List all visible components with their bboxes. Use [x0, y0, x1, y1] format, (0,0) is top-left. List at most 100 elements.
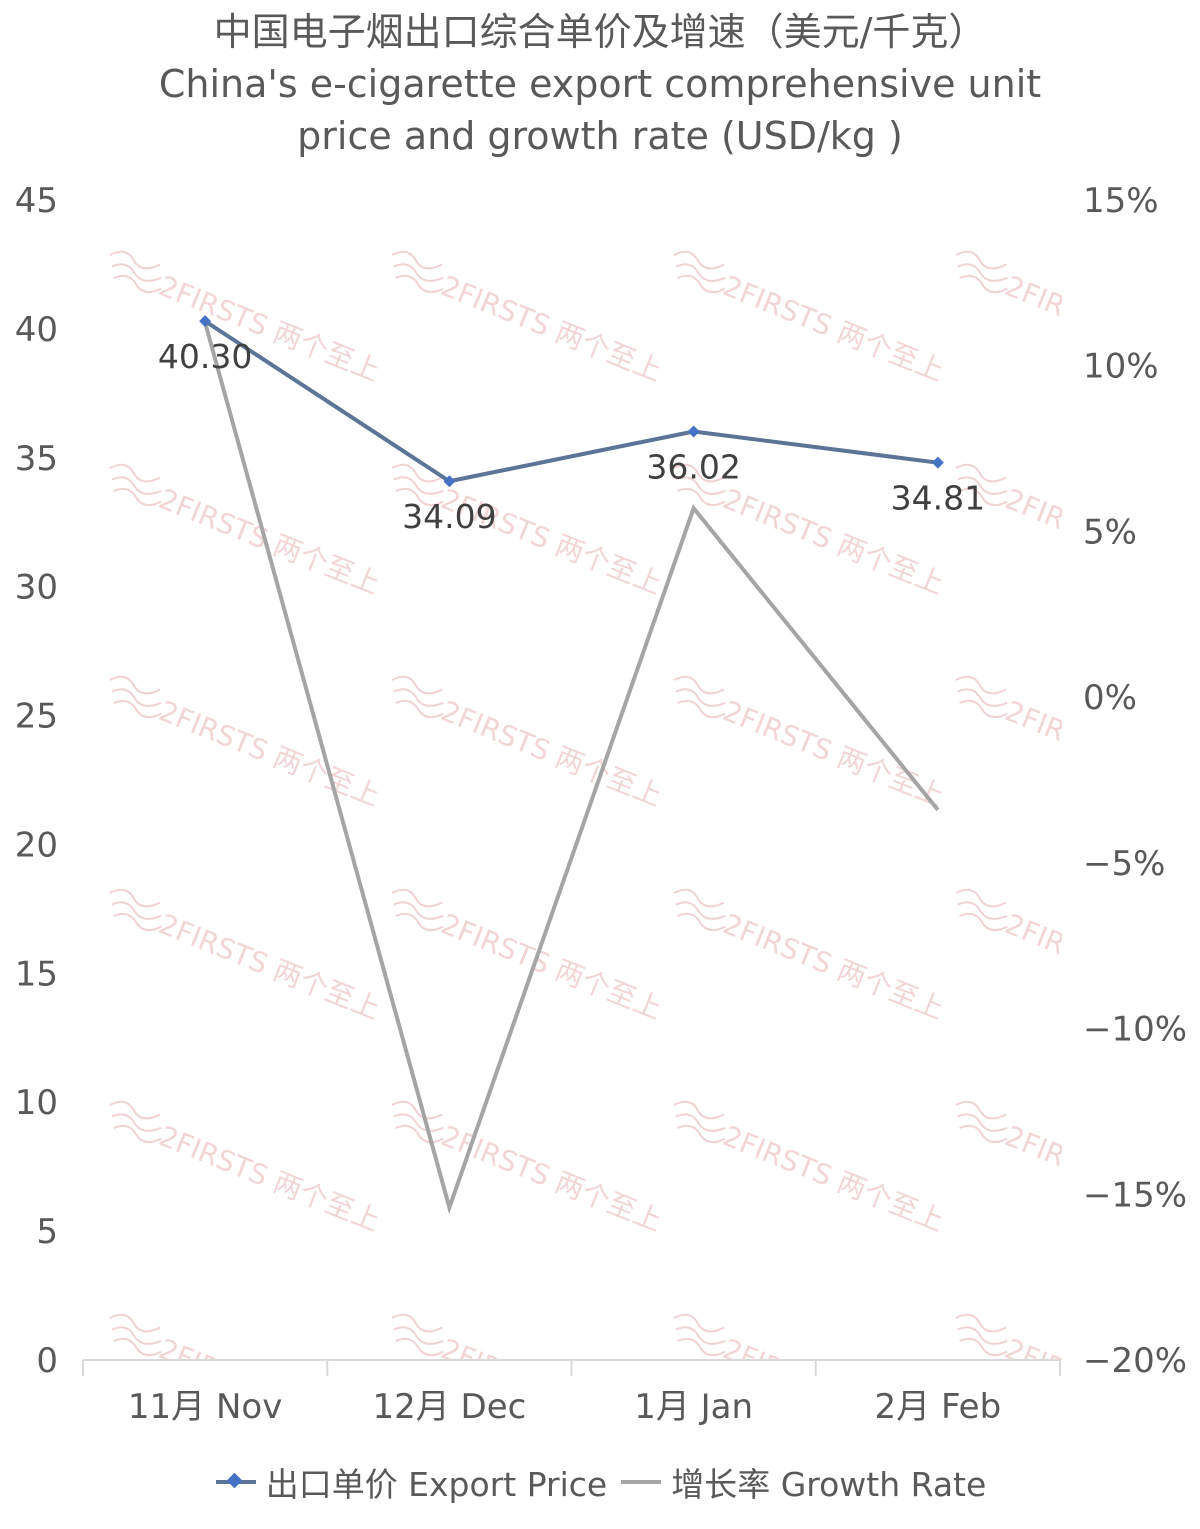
right-tick-label: 0%: [1083, 678, 1137, 718]
x-axis: 11月 Nov 12月 Dec 1月 Jan 2月 Feb: [82, 1359, 1061, 1427]
watermark: 2FIRSTS 两个至上: [109, 1100, 385, 1238]
watermark: 2FIRSTS 两个至上: [673, 250, 949, 388]
watermark-text: 2FIRSTS 两个至上: [436, 269, 666, 388]
growth-rate-line: [203, 322, 940, 1215]
chart-legend: 出口单价 Export Price 增长率 Growth Rate: [0, 1458, 1200, 1506]
export-price-marker: [931, 456, 944, 469]
watermark-text: 2FIRSTS 两个至上: [154, 694, 384, 813]
watermark-logo-icon: [391, 888, 444, 932]
chart-title-block: 中国电子烟出口综合单价及增速（美元/千克） China's e-cigarett…: [0, 6, 1200, 162]
export-price-data-label: 34.81: [891, 479, 985, 518]
left-tick-label: 35: [15, 439, 58, 479]
legend-item-export-price: 出口单价 Export Price: [214, 1458, 608, 1506]
export-price-series: [199, 315, 944, 488]
export-price-data-label: 34.09: [402, 497, 496, 536]
watermark-logo-icon: [391, 463, 444, 507]
watermark-text: 2FIRSTS 两个至上: [154, 907, 384, 1026]
watermark: 2FIRSTS 两个至上: [109, 675, 385, 813]
watermark: 2FIRSTS 两个至上: [673, 1100, 949, 1238]
watermark-text: 2FIRSTS 两个至上: [154, 482, 384, 601]
left-tick-label: 20: [15, 825, 58, 865]
watermark-logo-icon: [109, 675, 162, 719]
legend-label-growth-rate: 增长率 Growth Rate: [671, 1465, 987, 1504]
x-tick-label: 2月 Feb: [875, 1387, 1002, 1427]
watermark-logo-icon: [673, 1313, 726, 1357]
x-tick-label: 1月 Jan: [634, 1387, 753, 1427]
export-price-marker: [443, 475, 456, 488]
watermark-logo-icon: [391, 1100, 444, 1144]
right-tick-label: −10%: [1083, 1010, 1187, 1050]
left-tick-label: 30: [15, 568, 58, 608]
watermark-text: 2FIRSTS 两个至上: [718, 1119, 948, 1238]
watermark-logo-icon: [109, 1100, 162, 1144]
left-tick-label: 10: [15, 1083, 58, 1123]
legend-label-export-price: 出口单价 Export Price: [265, 1465, 608, 1504]
data-labels: 40.30 34.09 36.02 34.81: [158, 337, 985, 536]
watermark-logo-icon: [955, 1100, 1008, 1144]
watermark-logo-icon: [391, 1313, 444, 1357]
watermark-logo-icon: [673, 1100, 726, 1144]
watermark: 2FIRSTS 两个至上: [673, 675, 949, 813]
watermark: 2FIRSTS 两个至上: [955, 675, 1062, 813]
left-tick-label: 25: [15, 697, 58, 737]
watermark: 2FIRSTS 两个至上: [955, 250, 1062, 388]
watermark: 2FIRSTS 两个至上: [673, 888, 949, 1026]
watermark-logo-icon: [673, 888, 726, 932]
watermark-logo-icon: [955, 888, 1008, 932]
watermark: 2FIRSTS 两个至上: [109, 1313, 385, 1360]
right-tick-label: −20%: [1083, 1341, 1187, 1381]
watermark-logo-icon: [955, 675, 1008, 719]
watermark-logo-icon: [955, 1313, 1008, 1357]
watermark-logo-icon: [109, 250, 162, 294]
watermark: 2FIRSTS 两个至上: [955, 1100, 1062, 1238]
watermark: 2FIRSTS 两个至上: [391, 888, 667, 1026]
watermark-text: 2FIRSTS 两个至上: [436, 694, 666, 813]
watermark: 2FIRSTS 两个至上: [673, 1313, 949, 1360]
export-price-data-label: 40.30: [158, 337, 252, 376]
right-tick-label: −15%: [1083, 1175, 1187, 1215]
watermark: 2FIRSTS 两个至上: [391, 250, 667, 388]
right-axis: 15% 10% 5% 0% −5% −10% −15% −20%: [1083, 181, 1187, 1381]
chart-title: 中国电子烟出口综合单价及增速（美元/千克）: [213, 10, 987, 54]
watermark: 2FIRSTS 两个至上: [391, 1313, 667, 1360]
watermark: 2FIRSTS 两个至上: [391, 675, 667, 813]
legend-swatch-export-price: [214, 1467, 258, 1497]
right-tick-label: 5%: [1083, 512, 1137, 552]
left-tick-label: 0: [36, 1341, 58, 1381]
watermark-text: 2FIRSTS 两个至上: [718, 269, 948, 388]
export-price-line: [204, 319, 939, 484]
right-tick-label: 15%: [1083, 181, 1159, 221]
left-tick-label: 5: [36, 1212, 58, 1252]
watermark-text: 2FIRSTS 两个至上: [718, 694, 948, 813]
legend-item-growth-rate: 增长率 Growth Rate: [619, 1458, 986, 1506]
watermark-logo-icon: [673, 675, 726, 719]
watermark-logo-icon: [391, 250, 444, 294]
watermark-text: 2FIRSTS 两个至上: [436, 907, 666, 1026]
x-tick-label: 11月 Nov: [128, 1387, 282, 1427]
watermark-layer: 2FIRSTS 两个至上 2FIRSTS 两个至上 2FIRSTS 两个至上 2FIR…: [109, 250, 1200, 1360]
right-tick-label: −5%: [1083, 844, 1165, 884]
chart-subtitle-line-2: price and growth rate (USD/kg ): [297, 114, 903, 158]
x-tick-label: 12月 Dec: [372, 1387, 526, 1427]
watermark-text: 2FIRSTS 两个至上: [1000, 907, 1200, 1026]
watermark-text: 2FIRSTS 两个至上: [154, 1119, 384, 1238]
left-tick-label: 15: [15, 954, 58, 994]
watermark-logo-icon: [109, 463, 162, 507]
watermark-logo-icon: [955, 463, 1008, 507]
left-tick-label: 45: [15, 181, 58, 221]
export-price-data-label: 36.02: [646, 447, 740, 486]
export-price-marker: [199, 315, 212, 328]
watermark-logo-icon: [673, 250, 726, 294]
watermark: 2FIRSTS 两个至上: [109, 888, 385, 1026]
chart-subtitle-line-1: China's e-cigarette export comprehensive…: [158, 62, 1042, 106]
growth-rate-series: [203, 322, 940, 1215]
watermark-logo-icon: [955, 250, 1008, 294]
left-tick-label: 40: [15, 310, 58, 350]
watermark-logo-icon: [109, 888, 162, 932]
export-price-marker: [687, 425, 700, 438]
right-tick-label: 10%: [1083, 347, 1159, 387]
watermark-logo-icon: [109, 1313, 162, 1357]
left-axis: 45 40 35 30 25 20 15 10 5 0: [15, 181, 58, 1381]
watermark: 2FIRSTS 两个至上: [109, 463, 385, 601]
